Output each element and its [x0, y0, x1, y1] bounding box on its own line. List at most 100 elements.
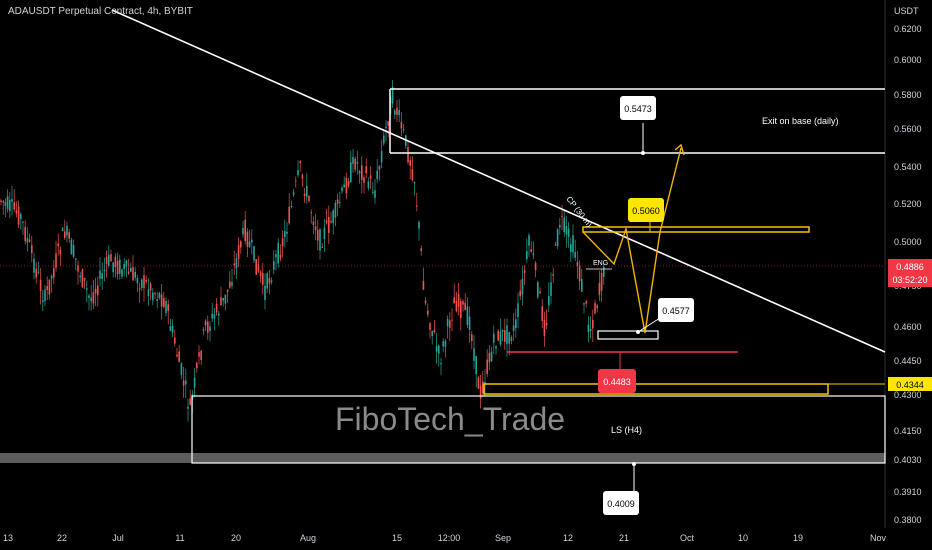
candle-body — [110, 254, 112, 262]
y-tick-label: 0.4450 — [894, 356, 922, 366]
candle-body — [193, 377, 196, 388]
candle-body — [301, 174, 304, 179]
candle-body — [376, 170, 378, 180]
entry-box — [597, 330, 659, 340]
candle-body — [125, 260, 128, 268]
candle-body — [31, 245, 33, 254]
candle-body — [583, 303, 585, 305]
candle-body — [149, 283, 152, 291]
candle-body — [176, 354, 178, 357]
y-tick-label: 0.4300 — [894, 390, 922, 400]
candle-body — [220, 297, 222, 305]
candle-body — [517, 303, 519, 318]
connector-0.4577 — [637, 317, 661, 333]
candle-body — [116, 260, 119, 275]
candle-body — [251, 239, 253, 243]
candle-body — [567, 228, 570, 237]
candle-body — [39, 279, 42, 291]
candle-body — [354, 158, 356, 170]
candle-body — [292, 192, 295, 195]
descending-trendline — [111, 9, 886, 353]
candle-body — [222, 297, 224, 301]
candle-body — [240, 241, 242, 248]
candle-body — [468, 316, 471, 331]
candle-body — [323, 227, 326, 239]
candle-body — [361, 165, 363, 180]
candle-body — [493, 333, 495, 343]
candle-body — [334, 202, 337, 218]
candle-body — [99, 270, 101, 279]
ls-box — [191, 395, 886, 464]
candle-body — [57, 243, 59, 247]
candle-body — [242, 227, 244, 235]
candle-body — [299, 161, 301, 164]
candle-body — [147, 289, 150, 296]
candle-body — [556, 229, 559, 246]
candle-body — [413, 182, 416, 184]
label-box-0.5473 — [620, 96, 656, 120]
candle-body — [266, 273, 268, 289]
x-tick-label: Jul — [112, 533, 124, 543]
eng-label: ENG — [593, 260, 608, 267]
label-box-0.4009 — [603, 491, 639, 515]
candle-body — [453, 297, 455, 304]
y-tick-label: 0.5600 — [894, 124, 922, 134]
candle-body — [64, 231, 66, 238]
candle-body — [262, 273, 264, 285]
zone-0.4344 — [483, 383, 829, 395]
x-tick-label: Oct — [680, 533, 695, 543]
label-0.5473: 0.5473 — [624, 104, 652, 114]
candle-body — [402, 129, 405, 131]
candle-body — [559, 225, 561, 228]
candle-body — [158, 292, 161, 298]
candle-body — [53, 268, 55, 278]
candle-body — [495, 346, 497, 349]
candle-body — [303, 193, 306, 197]
candle-body — [446, 319, 449, 327]
x-tick-label: 11 — [175, 533, 184, 543]
candle-body — [259, 271, 262, 277]
y-tick-label: 0.6200 — [894, 24, 922, 34]
candle-body — [156, 299, 158, 301]
candle-body — [108, 254, 110, 266]
candle-body — [174, 337, 176, 344]
candle-body — [17, 206, 20, 225]
candle-body — [477, 377, 480, 389]
x-tick-label: 22 — [57, 533, 67, 543]
candle-body — [237, 245, 240, 259]
candle-body — [537, 282, 539, 298]
candle-body — [526, 251, 528, 260]
candle-body — [440, 363, 442, 365]
candle-body — [429, 323, 431, 330]
candle-series — [0, 80, 605, 422]
candle-body — [134, 271, 136, 278]
candle-body — [255, 259, 257, 275]
candle-body — [561, 215, 563, 217]
candle-body — [464, 302, 466, 311]
candle-body — [312, 221, 315, 226]
dot-0.4009 — [632, 462, 636, 466]
candle-body — [4, 202, 7, 207]
candle-body — [185, 380, 187, 385]
candle-body — [97, 285, 99, 296]
candle-body — [24, 226, 26, 242]
candle-body — [77, 265, 79, 272]
candle-body — [169, 326, 172, 331]
candle-body — [143, 275, 145, 289]
candle-body — [290, 205, 293, 207]
candle-body — [486, 359, 488, 374]
candle-body — [132, 267, 134, 281]
candle-body — [479, 385, 482, 399]
candle-body — [424, 300, 427, 304]
candle-body — [387, 121, 389, 126]
candle-body — [380, 150, 383, 163]
candle-body — [160, 294, 163, 307]
candle-body — [398, 109, 400, 116]
candle-body — [182, 380, 185, 386]
candle-body — [369, 175, 372, 179]
candle-body — [394, 110, 396, 115]
candle-body — [28, 239, 31, 242]
candle-body — [68, 232, 70, 239]
